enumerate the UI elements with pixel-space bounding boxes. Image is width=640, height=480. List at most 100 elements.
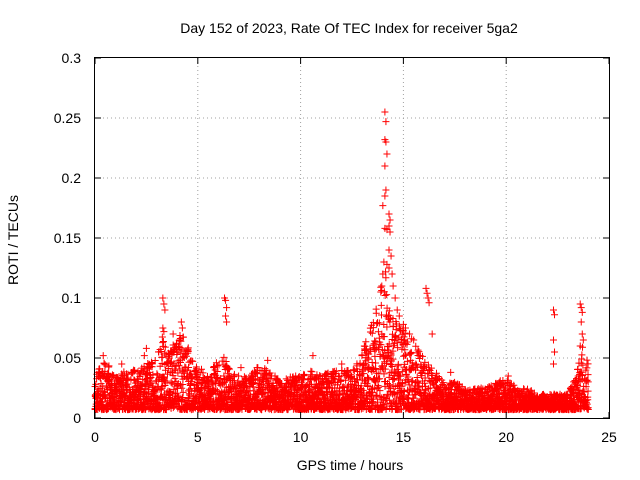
data-point [579, 336, 587, 344]
data-point [275, 395, 283, 403]
data-point [118, 360, 126, 368]
data-point [381, 108, 389, 116]
data-point [264, 379, 272, 387]
data-point [421, 358, 429, 366]
data-point [92, 380, 100, 388]
data-point [151, 387, 159, 395]
grid [95, 58, 609, 418]
data-point [230, 377, 238, 385]
data-point [261, 365, 269, 373]
data-point [338, 360, 346, 368]
data-point [400, 387, 408, 395]
data-point [354, 376, 362, 384]
y-tick-label: 0 [73, 410, 81, 426]
data-point [383, 291, 391, 299]
x-tick-label: 20 [498, 429, 514, 445]
data-point [412, 342, 420, 350]
data-point [389, 314, 397, 322]
data-point [146, 375, 154, 383]
x-tick-label: 0 [91, 429, 99, 445]
data-point [359, 386, 367, 394]
data-point [381, 192, 389, 200]
data-point [189, 357, 197, 365]
data-point [367, 347, 375, 355]
data-point [447, 368, 455, 376]
data-point [186, 385, 194, 393]
data-point [578, 351, 586, 359]
data-point [123, 374, 131, 382]
data-point [584, 360, 592, 368]
data-point [363, 379, 371, 387]
data-point [167, 379, 175, 387]
data-point [381, 292, 389, 300]
data-point [149, 382, 157, 390]
data-point [385, 246, 393, 254]
data-point [387, 361, 395, 369]
data-point [393, 306, 401, 314]
data-point [433, 369, 441, 377]
data-point [326, 380, 334, 388]
data-point [383, 323, 391, 331]
data-point [366, 328, 374, 336]
data-point [184, 347, 192, 355]
data-point [551, 348, 559, 356]
data-point [163, 377, 171, 385]
y-tick-label: 0.25 [54, 110, 81, 126]
data-point [368, 384, 376, 392]
data-point [151, 356, 159, 364]
data-point [139, 375, 147, 383]
data-point [382, 359, 390, 367]
data-point [364, 383, 372, 391]
data-point [389, 282, 397, 290]
data-point [406, 350, 414, 358]
data-point [178, 384, 186, 392]
data-point [178, 324, 186, 332]
data-point [386, 216, 394, 224]
data-point [424, 294, 432, 302]
chart-title: Day 152 of 2023, Rate Of TEC Index for r… [180, 20, 518, 36]
data-point [384, 392, 392, 400]
data-point [109, 373, 117, 381]
data-point [142, 344, 150, 352]
data-point [159, 324, 167, 332]
data-point [235, 372, 243, 380]
y-tick-label: 0.1 [62, 290, 82, 306]
data-point [549, 336, 557, 344]
data-point [330, 375, 338, 383]
x-tick-label: 5 [194, 429, 202, 445]
data-point [423, 289, 431, 297]
data-point [428, 330, 436, 338]
data-point [454, 380, 462, 388]
y-tick-label: 0.05 [54, 350, 81, 366]
data-point [376, 375, 384, 383]
data-point [130, 367, 138, 375]
data-point [182, 352, 190, 360]
data-point [185, 364, 193, 372]
data-point [371, 337, 379, 345]
data-point [323, 370, 331, 378]
data-point [381, 162, 389, 170]
data-point [335, 372, 343, 380]
data-point [385, 210, 393, 218]
data-point [409, 377, 417, 385]
data-point [372, 309, 380, 317]
data-point [403, 357, 411, 365]
data-point [300, 389, 308, 397]
data-point [382, 186, 390, 194]
data-point [397, 372, 405, 380]
data-point [385, 373, 393, 381]
data-point [177, 318, 185, 326]
x-tick-label: 10 [293, 429, 309, 445]
data-point [224, 364, 232, 372]
data-point [148, 360, 156, 368]
data-point [159, 294, 167, 302]
data-point [386, 381, 394, 389]
data-point [394, 368, 402, 376]
data-point [230, 370, 238, 378]
data-point [175, 336, 183, 344]
data-point [196, 376, 204, 384]
data-point [101, 361, 109, 369]
data-point [171, 375, 179, 383]
data-point [391, 294, 399, 302]
